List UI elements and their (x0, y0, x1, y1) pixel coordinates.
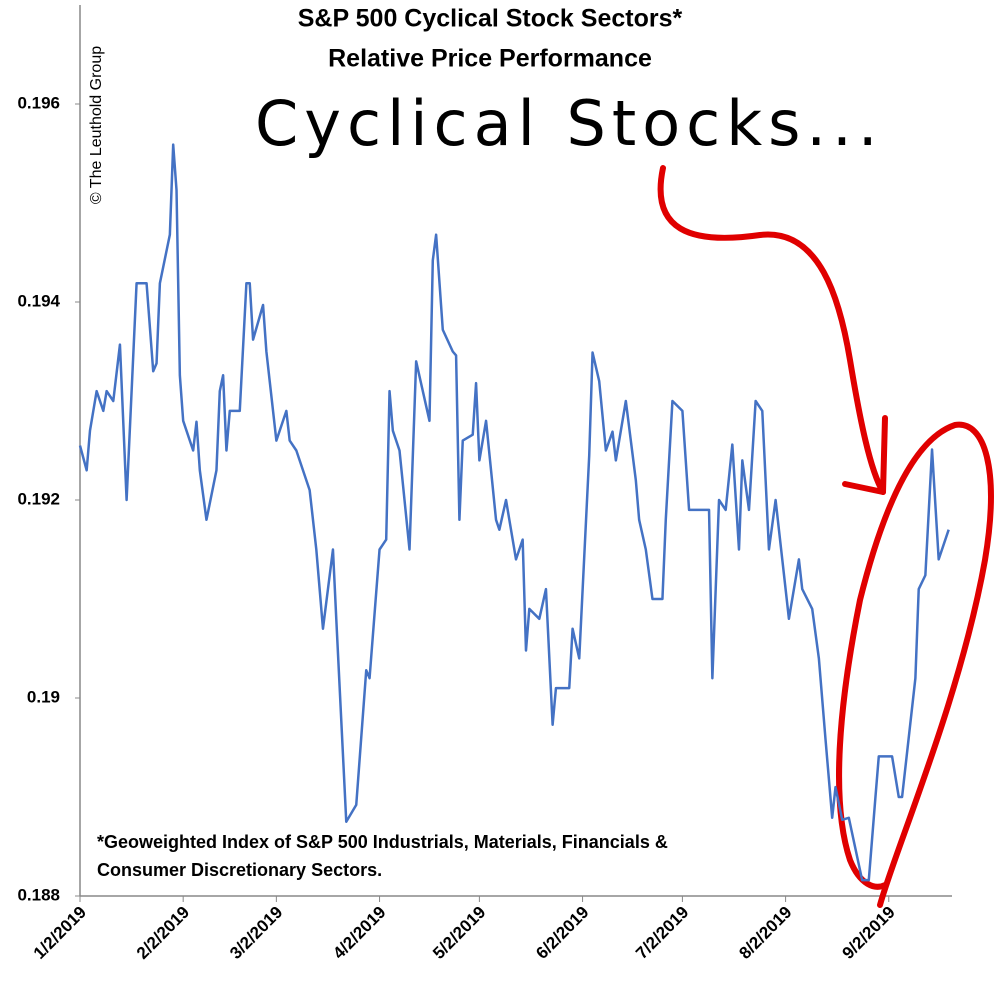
x-tick-label: 6/2/2019 (532, 903, 592, 963)
x-tick-label: 5/2/2019 (429, 903, 489, 963)
x-tick-label: 7/2/2019 (632, 903, 692, 963)
y-tick-label: 0.192 (17, 489, 60, 508)
callout-drawing (657, 165, 994, 908)
chart-title: Relative Price Performance (328, 45, 652, 73)
x-tick-label: 1/2/2019 (30, 903, 90, 963)
x-tick-label: 2/2/2019 (133, 903, 193, 963)
y-tick-label: 0.194 (17, 291, 60, 310)
x-tick-label: 9/2/2019 (839, 903, 899, 963)
y-tick-label: 0.19 (27, 687, 60, 706)
callout: Cyclical Stocks... (255, 87, 884, 160)
callout-arrow (657, 165, 886, 495)
chart-title: S&P 500 Cyclical Stock Sectors* (298, 5, 683, 33)
footnote: *Geoweighted Index of S&P 500 Industrial… (97, 832, 668, 852)
y-tick-label: 0.188 (17, 885, 60, 904)
x-tick-label: 4/2/2019 (329, 903, 389, 963)
x-tick-label: 3/2/2019 (226, 903, 286, 963)
source: © The Leuthold Group (88, 46, 105, 204)
x-tick-label: 8/2/2019 (735, 903, 795, 963)
footnote: Consumer Discretionary Sectors. (97, 860, 382, 880)
callout-arrowhead (842, 415, 888, 495)
callout-ellipse (836, 421, 994, 908)
data-line (78, 143, 950, 882)
y-tick-label: 0.196 (17, 93, 60, 112)
